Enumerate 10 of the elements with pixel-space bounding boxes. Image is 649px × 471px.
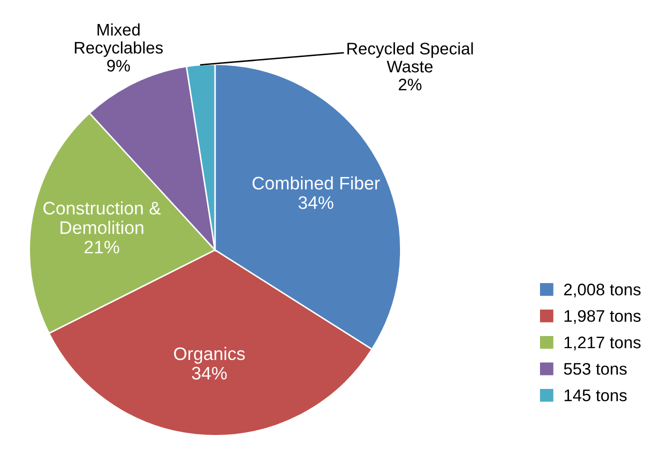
text: Combined Fiber 34%: [252, 176, 380, 210]
legend-label: 145 tons: [564, 390, 627, 402]
text: Construction & Demolition 21%: [43, 201, 161, 254]
text: Organics 34%: [174, 346, 245, 380]
legend-label: 553 tons: [564, 363, 627, 375]
legend-label: 1,987 tons: [564, 310, 641, 324]
text: Recycled Special Waste 2%: [347, 42, 473, 90]
legend-label: 2,008 tons: [564, 284, 641, 298]
legend-label: 1,217 tons: [564, 336, 641, 350]
text: Mixed Recyclables 9%: [74, 23, 163, 72]
